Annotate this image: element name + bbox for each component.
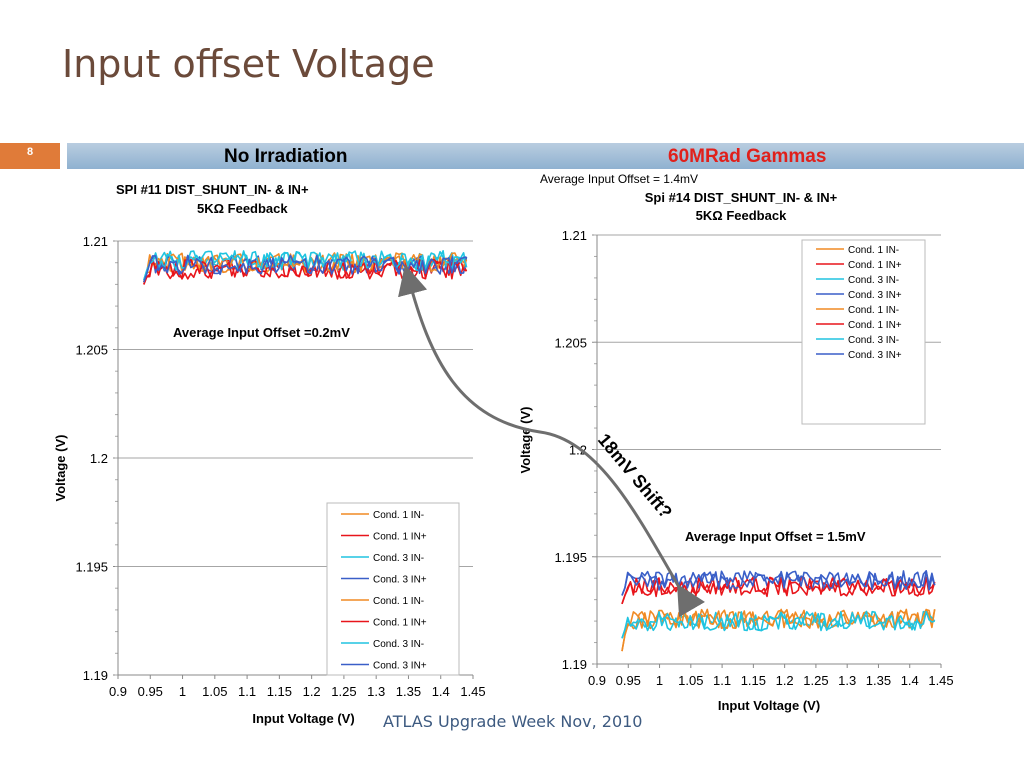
legend-label: Cond. 3 IN+ bbox=[848, 350, 902, 361]
shift-arrow bbox=[398, 264, 706, 618]
average-offset-annotation: Average Input Offset =0.2mV bbox=[173, 325, 350, 340]
x-tick-label: 1.15 bbox=[267, 684, 292, 699]
legend-label: Cond. 1 IN+ bbox=[848, 260, 902, 271]
x-tick-label: 0.95 bbox=[616, 673, 641, 688]
x-tick-label: 1 bbox=[656, 673, 663, 688]
x-tick-label: 1.4 bbox=[901, 673, 919, 688]
x-tick-label: 0.9 bbox=[588, 673, 606, 688]
x-tick-label: 1.25 bbox=[803, 673, 828, 688]
legend-label: Cond. 1 IN- bbox=[373, 510, 424, 521]
chart-no-irradiation: 1.21 1.205 1.2 1.195 1.190.9 0.95 1 1.05 1.1 1.15… bbox=[53, 182, 486, 726]
slide-number-box bbox=[0, 143, 60, 169]
chart-subtitle: 5KΩ Feedback bbox=[696, 208, 787, 223]
slide-title: Input offset Voltage bbox=[62, 42, 435, 86]
x-tick-label: 1.45 bbox=[928, 673, 953, 688]
chart-60mrad-gammas: 1.21 1.205 1.2 1.195 1.190.9 0.95 1 1.05 1.1 1.15… bbox=[518, 172, 954, 713]
slide-number: 8 bbox=[26, 146, 34, 158]
y-axis-label: Voltage (V) bbox=[53, 435, 68, 502]
header-bar bbox=[67, 143, 1024, 169]
x-axis-label: Input Voltage (V) bbox=[718, 698, 820, 713]
legend-label: Cond. 3 IN+ bbox=[373, 575, 427, 586]
x-tick-label: 1.35 bbox=[396, 684, 421, 699]
series-line bbox=[621, 610, 935, 639]
x-tick-label: 1.15 bbox=[741, 673, 766, 688]
y-tick-label: 1.21 bbox=[562, 228, 587, 243]
x-tick-label: 1.3 bbox=[838, 673, 856, 688]
top-note: Average Input Offset = 1.4mV bbox=[540, 172, 698, 186]
legend-label: Cond. 3 IN+ bbox=[373, 661, 427, 672]
y-tick-label: 1.205 bbox=[75, 343, 108, 358]
y-tick-label: 1.205 bbox=[554, 335, 587, 350]
y-tick-label: 1.19 bbox=[562, 657, 587, 672]
chart-title: Spi #14 DIST_SHUNT_IN- & IN+ bbox=[645, 190, 838, 205]
legend-label: Cond. 1 IN- bbox=[848, 305, 899, 316]
legend-label: Cond. 3 IN- bbox=[373, 553, 424, 564]
heading-no-irradiation: No Irradiation bbox=[224, 146, 348, 167]
legend-label: Cond. 1 IN+ bbox=[848, 320, 902, 331]
series-line bbox=[143, 250, 468, 281]
x-tick-label: 1.1 bbox=[713, 673, 731, 688]
x-tick-label: 1.05 bbox=[678, 673, 703, 688]
x-tick-label: 1.25 bbox=[331, 684, 356, 699]
chart-subtitle: 5KΩ Feedback bbox=[197, 201, 288, 216]
x-tick-label: 1.45 bbox=[460, 684, 485, 699]
x-tick-label: 1.1 bbox=[238, 684, 256, 699]
legend-label: Cond. 3 IN- bbox=[848, 335, 899, 346]
heading-60mrad-gammas: 60MRad Gammas bbox=[668, 146, 827, 167]
series-line bbox=[143, 252, 468, 283]
x-tick-label: 1.2 bbox=[776, 673, 794, 688]
series-line bbox=[621, 608, 936, 652]
y-tick-label: 1.195 bbox=[554, 550, 587, 565]
average-offset-annotation: Average Input Offset = 1.5mV bbox=[685, 529, 866, 544]
legend-label: Cond. 3 IN- bbox=[373, 639, 424, 650]
footer-text: ATLAS Upgrade Week Nov, 2010 bbox=[383, 712, 643, 731]
x-tick-label: 1.4 bbox=[432, 684, 450, 699]
x-tick-label: 0.9 bbox=[109, 684, 127, 699]
x-tick-label: 1.2 bbox=[303, 684, 321, 699]
y-tick-label: 1.195 bbox=[75, 560, 108, 575]
x-tick-label: 1 bbox=[179, 684, 186, 699]
legend-label: Cond. 1 IN- bbox=[373, 596, 424, 607]
legend-label: Cond. 1 IN+ bbox=[373, 532, 427, 543]
chart-title: SPI #11 DIST_SHUNT_IN- & IN+ bbox=[116, 182, 309, 197]
y-tick-label: 1.2 bbox=[90, 451, 108, 466]
legend-label: Cond. 1 IN- bbox=[848, 245, 899, 256]
x-tick-label: 1.05 bbox=[202, 684, 227, 699]
x-axis-label: Input Voltage (V) bbox=[252, 711, 354, 726]
legend-label: Cond. 3 IN- bbox=[848, 275, 899, 286]
y-tick-label: 1.21 bbox=[83, 234, 108, 249]
x-tick-label: 0.95 bbox=[138, 684, 163, 699]
x-tick-label: 1.3 bbox=[367, 684, 385, 699]
x-tick-label: 1.35 bbox=[866, 673, 891, 688]
legend-label: Cond. 1 IN+ bbox=[373, 618, 427, 629]
legend-box bbox=[801, 239, 926, 425]
y-tick-label: 1.19 bbox=[83, 668, 108, 683]
legend-label: Cond. 3 IN+ bbox=[848, 290, 902, 301]
y-axis-label: Voltage (V) bbox=[518, 407, 533, 474]
